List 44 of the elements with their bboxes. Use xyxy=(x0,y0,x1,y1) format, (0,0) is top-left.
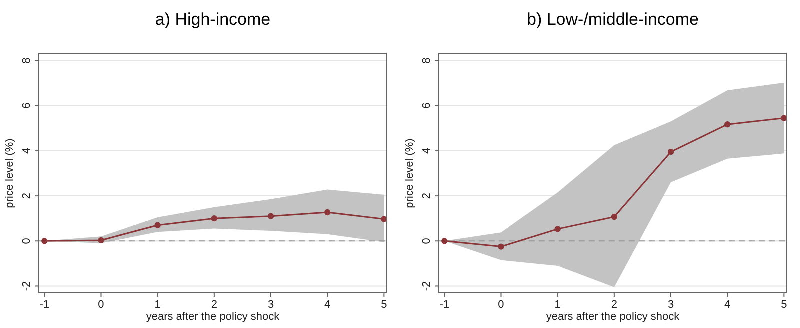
x-tick-label: 3 xyxy=(268,298,274,311)
x-tick-label: -1 xyxy=(440,298,450,311)
point xyxy=(154,222,161,228)
x-tick-label: 4 xyxy=(324,298,331,311)
y-tick-label: 6 xyxy=(420,102,433,109)
point xyxy=(668,148,674,156)
x-tick-label: 1 xyxy=(154,298,161,311)
y-tick-label: 4 xyxy=(420,148,433,154)
y-tick-label: -2 xyxy=(420,281,433,292)
y-tick-label: 2 xyxy=(20,192,33,200)
point xyxy=(611,214,618,220)
point xyxy=(268,213,274,220)
x-tick-label: 3 xyxy=(668,298,674,311)
point xyxy=(554,226,561,232)
y-axis-title: price level (%) xyxy=(404,138,416,208)
y-tick-label: 0 xyxy=(420,238,433,244)
y-tick-label: 8 xyxy=(420,58,433,64)
x-axis-title: years after the policy shock xyxy=(546,311,680,323)
y-axis-title: price level (%) xyxy=(4,138,16,208)
x-tick-label: 1 xyxy=(554,298,561,311)
y-tick-label: -2 xyxy=(20,281,33,292)
point xyxy=(98,237,104,244)
x-tick-label: 5 xyxy=(381,298,388,311)
point xyxy=(324,209,331,216)
y-tick-label: 6 xyxy=(20,102,33,109)
point xyxy=(498,244,504,250)
point xyxy=(442,238,448,244)
x-tick-label: 0 xyxy=(98,298,104,311)
point xyxy=(211,216,218,222)
point xyxy=(724,121,731,128)
x-tick-label: 5 xyxy=(781,298,788,311)
x-axis-title: years after the policy shock xyxy=(146,311,280,323)
chart-title: a) High-income xyxy=(155,10,271,29)
x-tick-label: 2 xyxy=(611,298,618,311)
x-tick-label: 2 xyxy=(211,298,218,311)
y-tick-label: 2 xyxy=(420,192,433,200)
chart-title: b) Low-/middle-income xyxy=(527,10,699,29)
y-tick-label: 0 xyxy=(20,238,33,244)
point xyxy=(42,238,48,244)
x-tick-label: 4 xyxy=(724,298,731,311)
y-tick-label: 8 xyxy=(20,58,33,64)
x-tick-label: 0 xyxy=(498,298,504,311)
x-tick-label: -1 xyxy=(40,298,50,311)
y-tick-label: 4 xyxy=(20,148,33,154)
